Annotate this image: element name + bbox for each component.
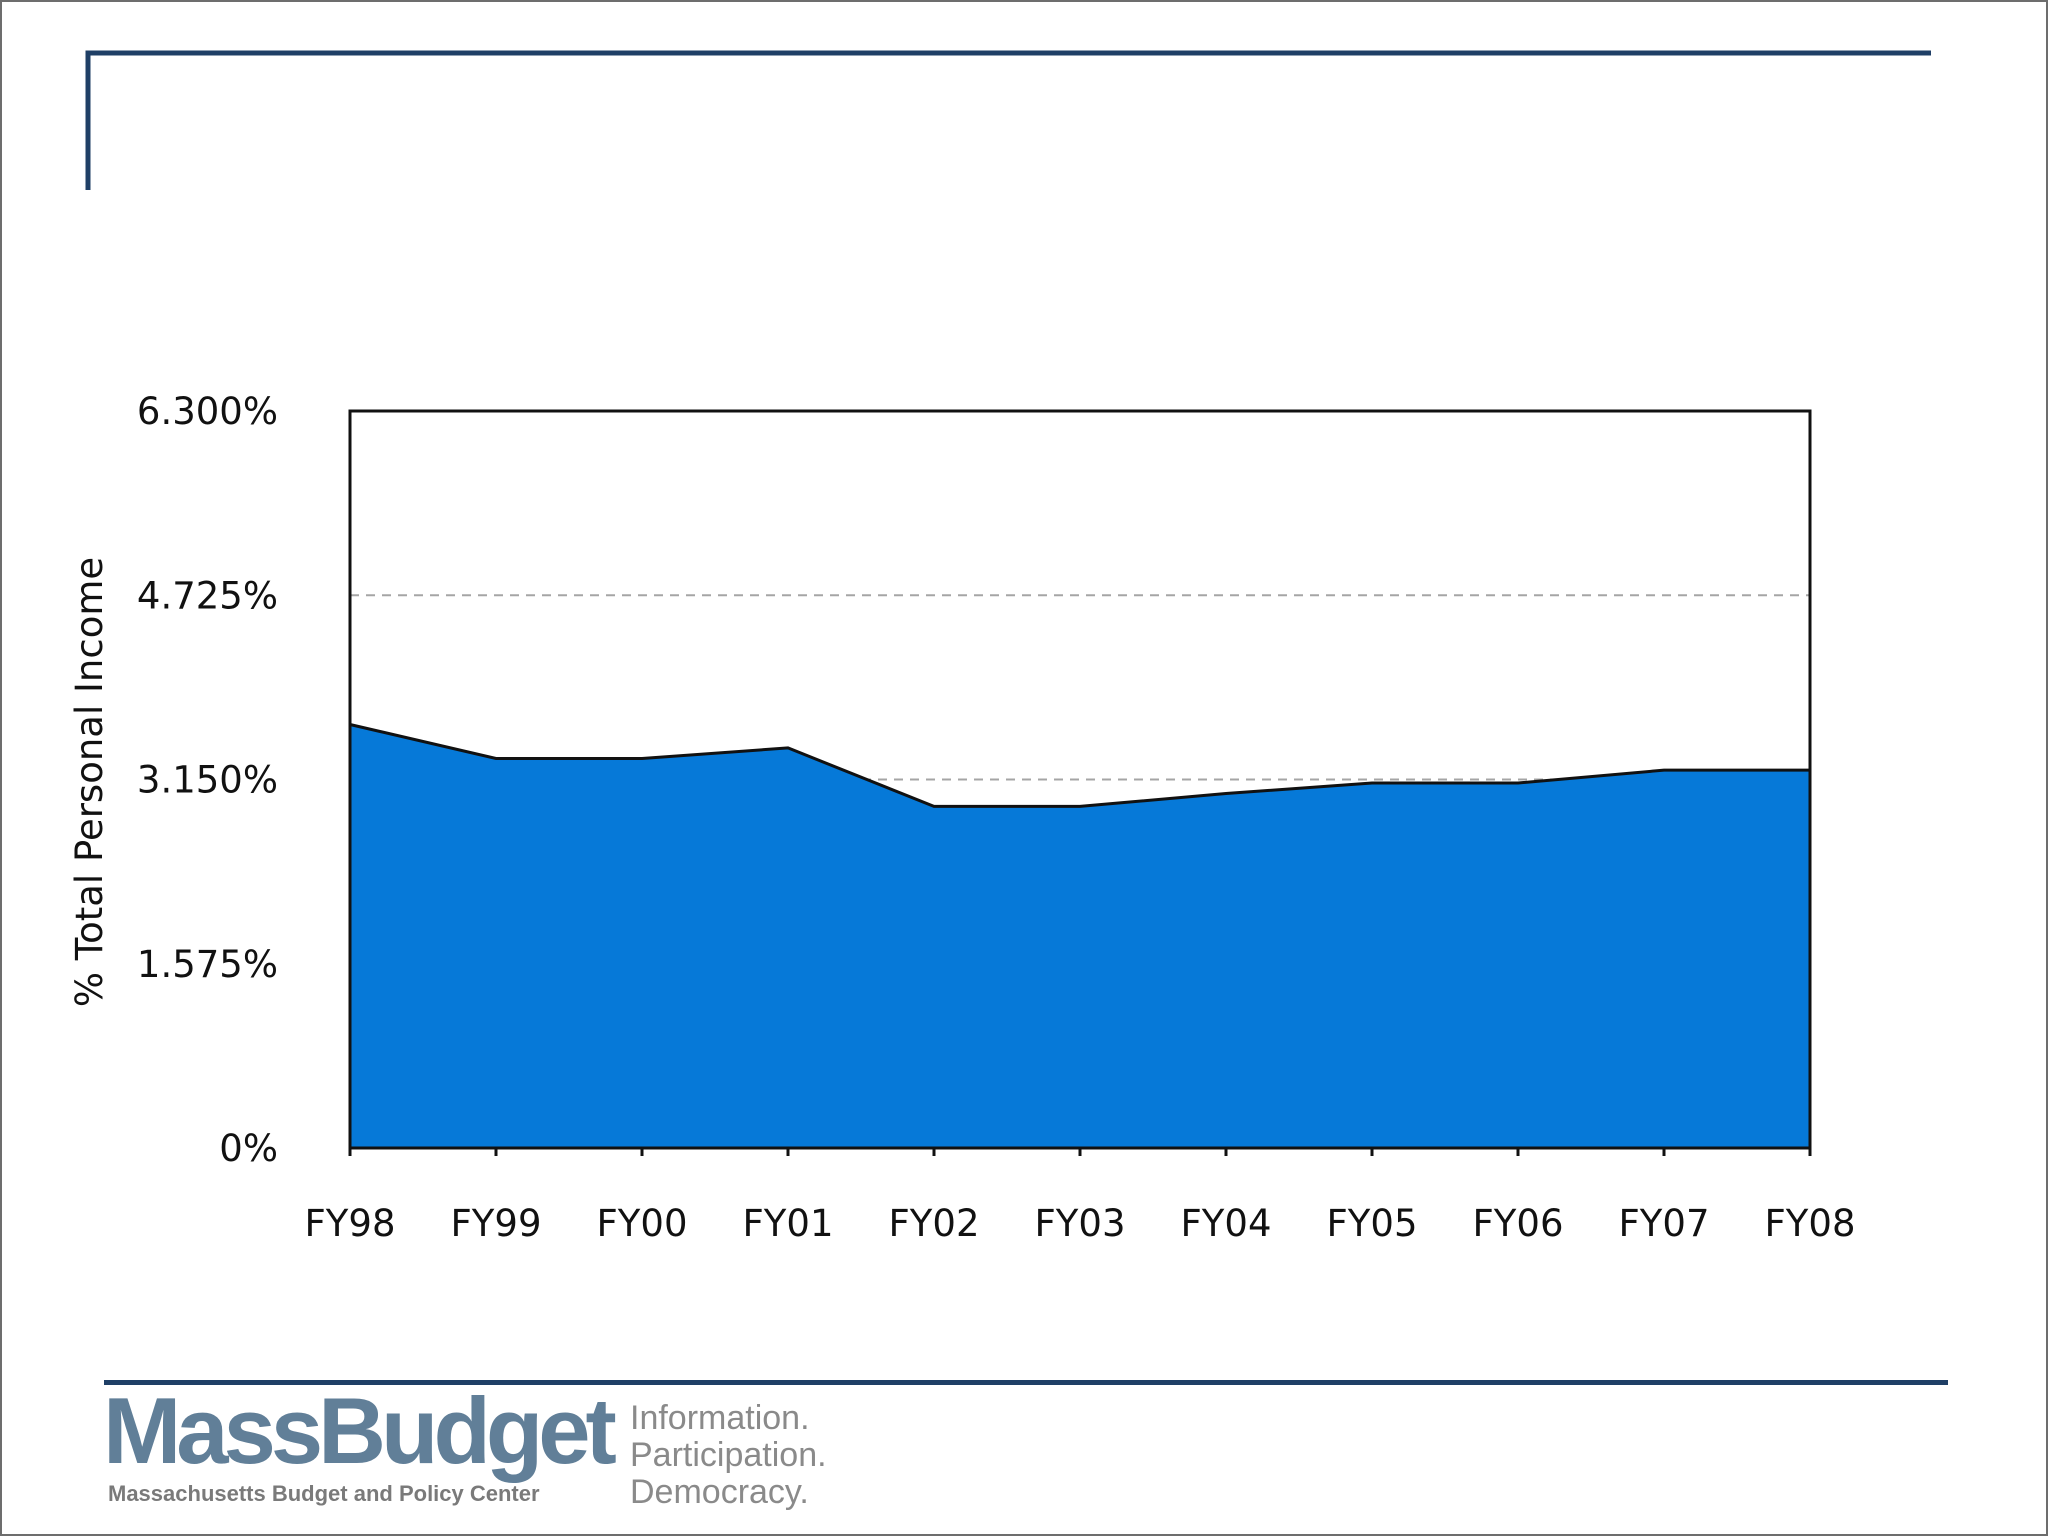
x-tick-label-FY02: FY02 [889, 1202, 980, 1245]
series-area [350, 724, 1810, 1148]
x-tick-label-FY05: FY05 [1327, 1202, 1418, 1245]
x-tick-label-FY98: FY98 [305, 1202, 396, 1245]
x-tick-label-FY06: FY06 [1473, 1202, 1564, 1245]
footer-rule [104, 1380, 1948, 1385]
y-tick-label-2: 3.150% [137, 759, 278, 802]
x-tick-label-FY01: FY01 [743, 1202, 834, 1245]
y-tick-label-3: 4.725% [137, 574, 278, 617]
series-line [349, 723, 1810, 808]
y-tick-label-1: 1.575% [137, 943, 278, 986]
x-tick-label-FY07: FY07 [1619, 1202, 1710, 1245]
massbudget-logo: MassBudget [103, 1378, 617, 1483]
tagline-participation: Participation. [630, 1436, 827, 1474]
y-tick-label-0: 0% [219, 1127, 278, 1170]
x-tick-label-FY03: FY03 [1035, 1202, 1126, 1245]
header-frame-line [85, 50, 1931, 190]
organization-name: Massachusetts Budget and Policy Center [108, 1481, 540, 1506]
x-tick-label-FY99: FY99 [451, 1202, 542, 1245]
tagline: Information. Participation. Democracy. [630, 1400, 827, 1511]
y-tick-label-4: 6.300% [137, 390, 278, 433]
x-tick-label-FY04: FY04 [1181, 1202, 1272, 1245]
x-tick-label-FY08: FY08 [1765, 1202, 1856, 1245]
x-tick-label-FY00: FY00 [597, 1202, 688, 1245]
y-axis-title: % Total Personal Income [68, 557, 111, 1007]
tagline-democracy: Democracy. [630, 1473, 809, 1511]
tagline-information: Information. [630, 1399, 810, 1437]
